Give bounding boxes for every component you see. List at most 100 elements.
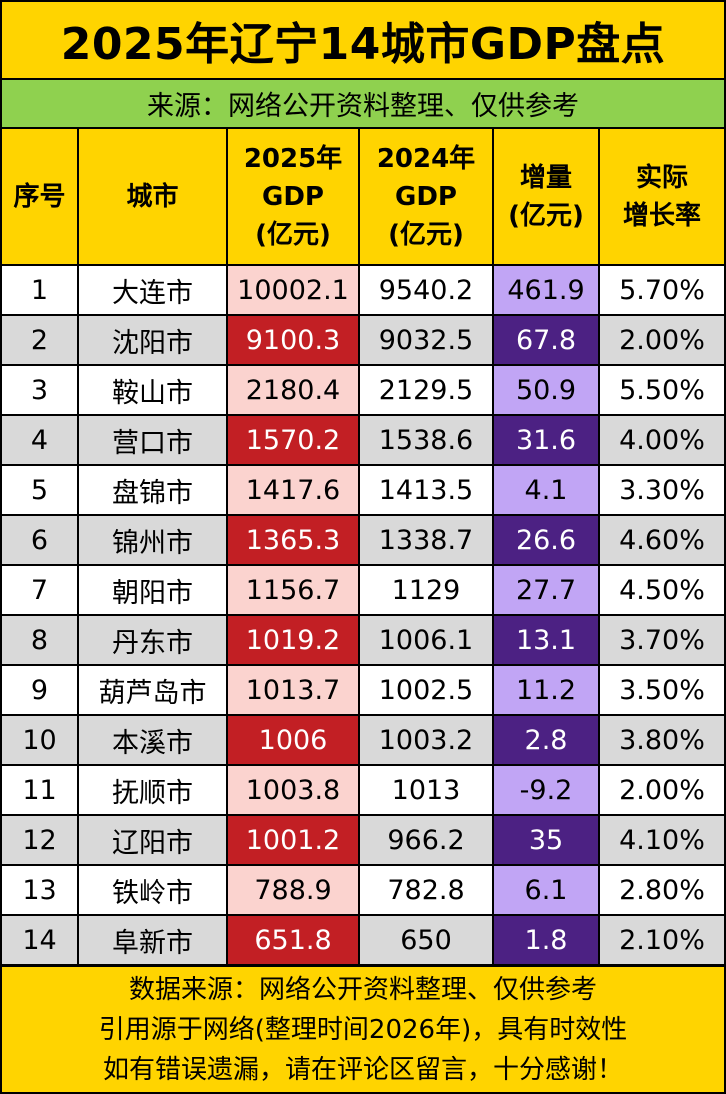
cell-increase: 13.1	[494, 616, 600, 666]
cell-growth: 3.80%	[600, 716, 724, 766]
table-row: 6 锦州市 1365.3 1338.7 26.6 4.60%	[2, 516, 724, 566]
header-gdp2025: 2025年 GDP (亿元)	[228, 129, 360, 266]
gdp-table: 序号 城市 2025年 GDP (亿元) 2024年 GDP (亿元) 增量 (…	[2, 129, 724, 966]
cell-gdp2025: 1417.6	[228, 466, 360, 516]
cell-rank: 13	[2, 866, 79, 916]
cell-rank: 5	[2, 466, 79, 516]
header-rank: 序号	[2, 129, 79, 266]
cell-gdp2024: 1338.7	[360, 516, 494, 566]
cell-gdp2025: 1156.7	[228, 566, 360, 616]
header-increase: 增量 (亿元)	[494, 129, 600, 266]
table-row: 12 辽阳市 1001.2 966.2 35 4.10%	[2, 816, 724, 866]
cell-gdp2024: 1538.6	[360, 416, 494, 466]
cell-rank: 14	[2, 916, 79, 966]
cell-rank: 10	[2, 716, 79, 766]
table-row: 7 朝阳市 1156.7 1129 27.7 4.50%	[2, 566, 724, 616]
cell-rank: 9	[2, 666, 79, 716]
cell-increase: 11.2	[494, 666, 600, 716]
cell-gdp2025: 1003.8	[228, 766, 360, 816]
cell-increase: 27.7	[494, 566, 600, 616]
cell-gdp2024: 782.8	[360, 866, 494, 916]
table-row: 14 阜新市 651.8 650 1.8 2.10%	[2, 916, 724, 966]
table-row: 4 营口市 1570.2 1538.6 31.6 4.00%	[2, 416, 724, 466]
cell-rank: 8	[2, 616, 79, 666]
table-row: 13 铁岭市 788.9 782.8 6.1 2.80%	[2, 866, 724, 916]
header-city: 城市	[79, 129, 228, 266]
cell-growth: 2.00%	[600, 316, 724, 366]
table-row: 3 鞍山市 2180.4 2129.5 50.9 5.50%	[2, 366, 724, 416]
cell-rank: 12	[2, 816, 79, 866]
cell-increase: 67.8	[494, 316, 600, 366]
cell-gdp2025: 1006	[228, 716, 360, 766]
table-header-row: 序号 城市 2025年 GDP (亿元) 2024年 GDP (亿元) 增量 (…	[2, 129, 724, 266]
cell-gdp2025: 1365.3	[228, 516, 360, 566]
header-gdp2024: 2024年 GDP (亿元)	[360, 129, 494, 266]
footer-notes: 数据来源：网络公开资料整理、仅供参考 引用源于网络(整理时间2026年)，具有时…	[2, 967, 724, 1092]
cell-growth: 4.50%	[600, 566, 724, 616]
cell-gdp2025: 10002.1	[228, 266, 360, 316]
table-row: 1 大连市 10002.1 9540.2 461.9 5.70%	[2, 266, 724, 316]
cell-city: 辽阳市	[79, 816, 228, 866]
footer-line: 如有错误遗漏，请在评论区留言，十分感谢！	[102, 1054, 623, 1085]
cell-rank: 1	[2, 266, 79, 316]
cell-increase: 26.6	[494, 516, 600, 566]
cell-gdp2025: 1570.2	[228, 416, 360, 466]
table-row: 8 丹东市 1019.2 1006.1 13.1 3.70%	[2, 616, 724, 666]
cell-increase: 31.6	[494, 416, 600, 466]
cell-rank: 11	[2, 766, 79, 816]
cell-increase: 2.8	[494, 716, 600, 766]
cell-gdp2025: 651.8	[228, 916, 360, 966]
cell-gdp2024: 1129	[360, 566, 494, 616]
cell-rank: 6	[2, 516, 79, 566]
cell-city: 沈阳市	[79, 316, 228, 366]
footer-line: 数据来源：网络公开资料整理、仅供参考	[128, 974, 597, 1005]
cell-growth: 2.10%	[600, 916, 724, 966]
cell-city: 营口市	[79, 416, 228, 466]
cell-gdp2024: 9032.5	[360, 316, 494, 366]
footer-line: 引用源于网络(整理时间2026年)，具有时效性	[98, 1014, 628, 1045]
cell-growth: 3.30%	[600, 466, 724, 516]
table-row: 10 本溪市 1006 1003.2 2.8 3.80%	[2, 716, 724, 766]
cell-increase: -9.2	[494, 766, 600, 816]
cell-growth: 2.80%	[600, 866, 724, 916]
cell-gdp2024: 650	[360, 916, 494, 966]
cell-city: 鞍山市	[79, 366, 228, 416]
cell-gdp2024: 966.2	[360, 816, 494, 866]
cell-city: 铁岭市	[79, 866, 228, 916]
cell-growth: 3.50%	[600, 666, 724, 716]
cell-gdp2025: 1001.2	[228, 816, 360, 866]
cell-city: 朝阳市	[79, 566, 228, 616]
cell-gdp2025: 2180.4	[228, 366, 360, 416]
table-row: 5 盘锦市 1417.6 1413.5 4.1 3.30%	[2, 466, 724, 516]
cell-gdp2025: 9100.3	[228, 316, 360, 366]
cell-gdp2024: 1013	[360, 766, 494, 816]
header-growth: 实际 增长率	[600, 129, 724, 266]
cell-increase: 461.9	[494, 266, 600, 316]
cell-increase: 1.8	[494, 916, 600, 966]
cell-gdp2024: 9540.2	[360, 266, 494, 316]
cell-rank: 7	[2, 566, 79, 616]
cell-increase: 50.9	[494, 366, 600, 416]
cell-rank: 3	[2, 366, 79, 416]
cell-gdp2024: 1413.5	[360, 466, 494, 516]
cell-growth: 4.60%	[600, 516, 724, 566]
cell-growth: 5.50%	[600, 366, 724, 416]
cell-growth: 2.00%	[600, 766, 724, 816]
table-row: 11 抚顺市 1003.8 1013 -9.2 2.00%	[2, 766, 724, 816]
cell-city: 锦州市	[79, 516, 228, 566]
cell-gdp2025: 788.9	[228, 866, 360, 916]
cell-growth: 5.70%	[600, 266, 724, 316]
cell-city: 葫芦岛市	[79, 666, 228, 716]
cell-increase: 35	[494, 816, 600, 866]
cell-gdp2025: 1013.7	[228, 666, 360, 716]
cell-city: 大连市	[79, 266, 228, 316]
cell-city: 盘锦市	[79, 466, 228, 516]
cell-growth: 4.10%	[600, 816, 724, 866]
cell-rank: 2	[2, 316, 79, 366]
cell-increase: 6.1	[494, 866, 600, 916]
cell-gdp2025: 1019.2	[228, 616, 360, 666]
page-title: 2025年辽宁14城市GDP盘点	[2, 2, 724, 78]
table-row: 2 沈阳市 9100.3 9032.5 67.8 2.00%	[2, 316, 724, 366]
cell-gdp2024: 1006.1	[360, 616, 494, 666]
